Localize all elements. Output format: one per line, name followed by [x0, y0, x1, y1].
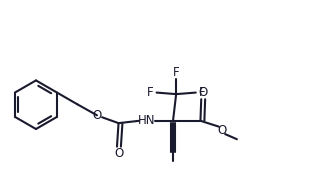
Text: O: O	[217, 124, 227, 137]
Text: HN: HN	[138, 114, 156, 127]
Text: F: F	[173, 66, 179, 80]
Text: O: O	[92, 109, 102, 122]
Text: O: O	[114, 147, 123, 160]
Text: O: O	[198, 86, 208, 99]
Text: F: F	[147, 86, 154, 99]
Text: F: F	[199, 86, 205, 99]
